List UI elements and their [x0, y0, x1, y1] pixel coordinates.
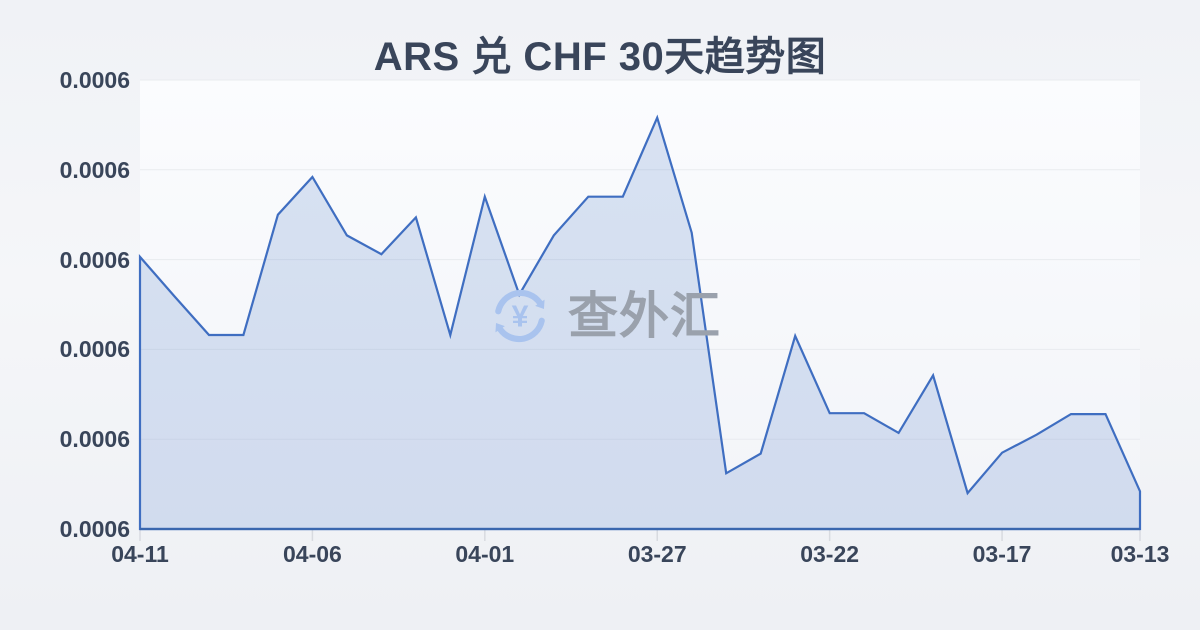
y-axis-label: 0.0006 — [59, 67, 130, 93]
x-axis-label: 04-11 — [111, 541, 169, 567]
x-axis-label: 03-13 — [1110, 541, 1170, 567]
x-axis-label: 03-22 — [800, 541, 860, 567]
x-axis-label: 03-27 — [627, 541, 687, 567]
y-axis-label: 0.0006 — [59, 516, 130, 542]
y-axis-label: 0.0006 — [59, 336, 130, 363]
x-axis-label: 03-17 — [972, 541, 1032, 567]
chart-title: ARS 兑 CHF 30天趋势图 — [373, 35, 827, 79]
x-axis-label: 04-01 — [455, 541, 515, 567]
x-axis-label: 04-06 — [282, 541, 342, 567]
y-axis-label: 0.0006 — [59, 246, 130, 273]
y-axis-label: 0.0006 — [59, 156, 130, 183]
y-axis-label: 0.0006 — [59, 426, 130, 453]
